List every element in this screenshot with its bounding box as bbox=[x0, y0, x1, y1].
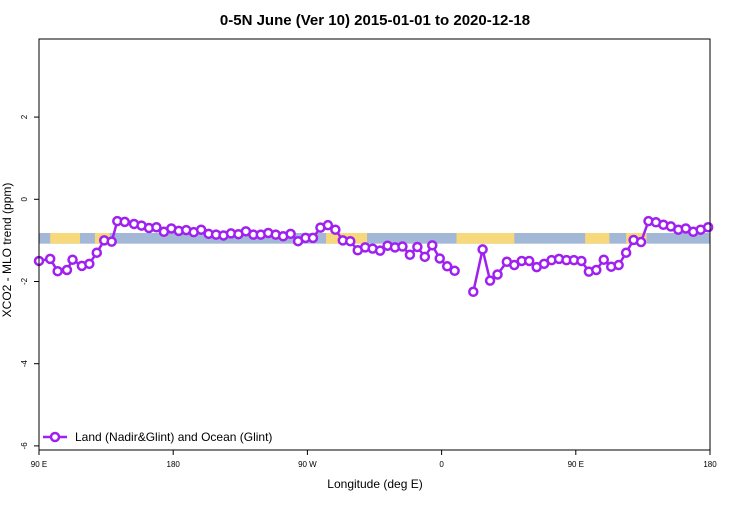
x-axis: 90 E 180 90 W 0 90 E 180 bbox=[31, 450, 717, 469]
data-point bbox=[441, 261, 453, 272]
series-line bbox=[472, 219, 709, 293]
data-point bbox=[67, 254, 78, 265]
data-point bbox=[576, 255, 587, 267]
data-point bbox=[591, 264, 602, 276]
legend-marker bbox=[49, 431, 61, 443]
data-point bbox=[195, 224, 207, 235]
data-point bbox=[620, 247, 632, 258]
y-tick-label: -4 bbox=[20, 360, 29, 368]
data-point bbox=[509, 259, 520, 271]
data-point bbox=[151, 221, 162, 233]
data-point bbox=[307, 232, 319, 244]
data-point bbox=[477, 244, 488, 255]
data-point bbox=[345, 235, 356, 247]
data-point bbox=[613, 259, 624, 271]
land-segment bbox=[585, 232, 610, 244]
data-point bbox=[44, 253, 56, 265]
y-tick-label: -2 bbox=[20, 277, 29, 285]
data-point bbox=[523, 255, 535, 267]
x-tick-label: 90 E bbox=[568, 460, 584, 469]
data-point bbox=[91, 247, 103, 258]
chart-title: 0-5N June (Ver 10) 2015-01-01 to 2020-12… bbox=[220, 12, 530, 29]
x-tick-label: 180 bbox=[703, 460, 717, 469]
x-axis-title: Longitude (deg E) bbox=[327, 477, 422, 491]
x-tick-label: 180 bbox=[167, 460, 181, 469]
plot-frame bbox=[38, 38, 711, 451]
data-point bbox=[330, 224, 341, 235]
data-point bbox=[84, 258, 95, 270]
land-segment bbox=[456, 232, 515, 244]
data-point bbox=[322, 219, 334, 231]
data-point bbox=[598, 254, 610, 265]
y-axis: 2 0 -2 -4 -6 bbox=[20, 114, 39, 449]
data-point bbox=[702, 221, 714, 233]
data-point bbox=[419, 251, 431, 263]
data-point bbox=[119, 216, 130, 228]
x-tick-label: 90 W bbox=[298, 460, 317, 469]
x-tick-label: 90 E bbox=[31, 460, 47, 469]
data-point bbox=[484, 275, 496, 286]
data-point bbox=[285, 228, 296, 240]
legend-label: Land (Nadir&Glint) and Ocean (Glint) bbox=[75, 430, 272, 444]
y-axis-title: XCO2 - MLO trend (ppm) bbox=[0, 183, 14, 318]
ocean-band bbox=[39, 232, 710, 244]
ocean-land-band bbox=[39, 232, 710, 244]
y-tick-label: 2 bbox=[20, 114, 29, 119]
legend: Land (Nadir&Glint) and Ocean (Glint) bbox=[43, 430, 272, 444]
data-point bbox=[374, 245, 386, 256]
data-point bbox=[492, 269, 503, 280]
data-point bbox=[106, 236, 117, 247]
y-tick-label: 0 bbox=[20, 197, 29, 202]
data-point bbox=[52, 265, 63, 277]
data-point bbox=[397, 241, 408, 252]
data-point bbox=[468, 286, 479, 298]
data-point bbox=[434, 253, 445, 264]
data-point bbox=[412, 241, 423, 253]
y-tick-label: -6 bbox=[20, 442, 29, 450]
data-point bbox=[427, 240, 438, 251]
data-point bbox=[449, 265, 460, 277]
land-segment bbox=[50, 232, 81, 244]
data-point bbox=[635, 236, 647, 248]
data-point bbox=[61, 264, 73, 276]
data-series bbox=[33, 215, 714, 298]
x-tick-label: 0 bbox=[439, 460, 444, 469]
data-point bbox=[404, 249, 416, 261]
